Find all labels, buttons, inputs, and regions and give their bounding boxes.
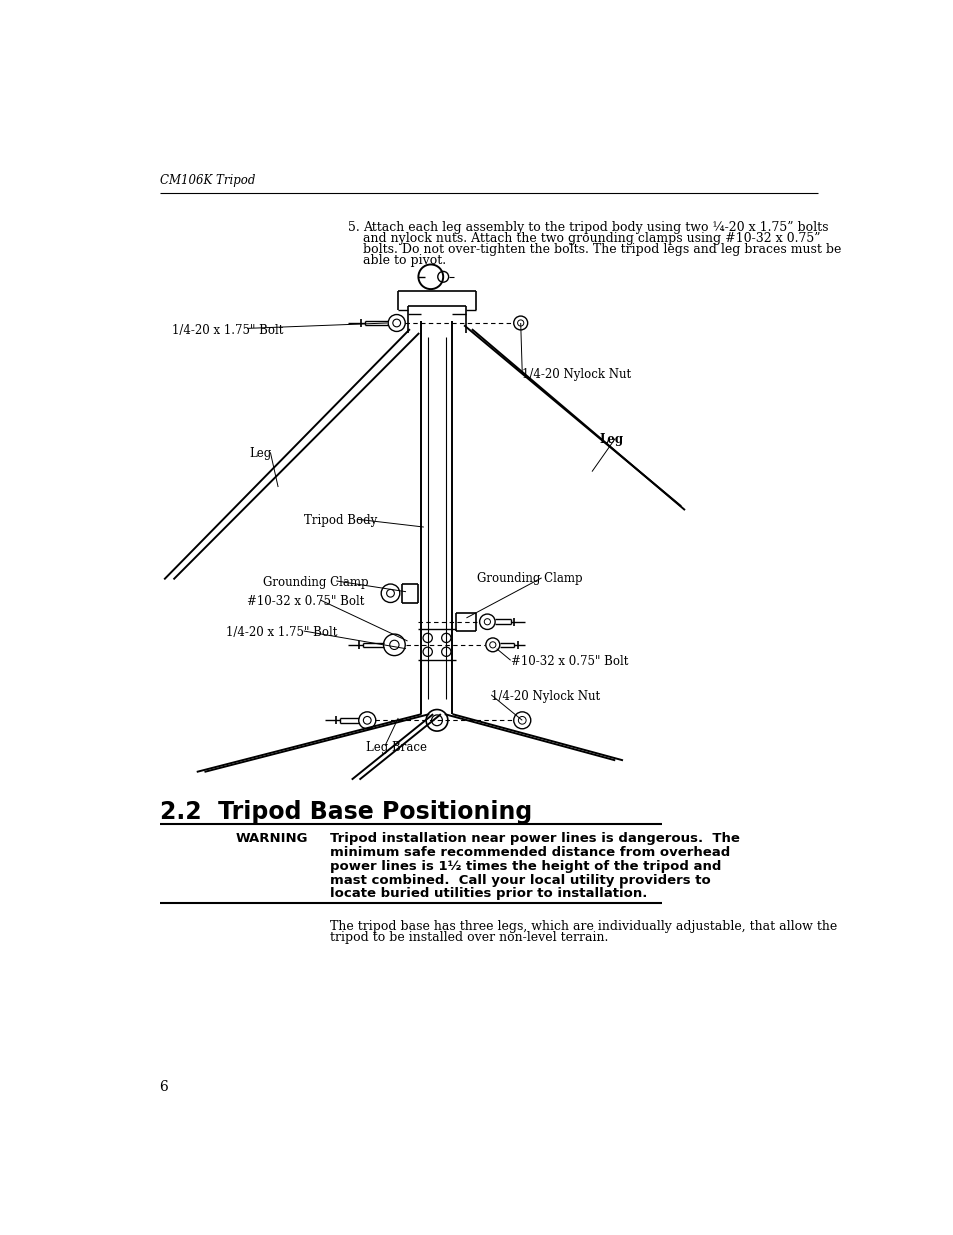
Text: 2.2  Tripod Base Positioning: 2.2 Tripod Base Positioning [159,800,531,825]
Text: able to pivot.: able to pivot. [363,253,446,267]
Text: WARNING: WARNING [235,832,308,845]
Text: Grounding Clamp: Grounding Clamp [476,572,582,584]
Text: Attach each leg assembly to the tripod body using two ¼-20 x 1.75” bolts: Attach each leg assembly to the tripod b… [363,221,828,235]
Text: The tripod base has three legs, which are individually adjustable, that allow th: The tripod base has three legs, which ar… [330,920,837,932]
Text: bolts. Do not over-tighten the bolts. The tripod legs and leg braces must be: bolts. Do not over-tighten the bolts. Th… [363,243,841,256]
Text: Leg: Leg [249,447,272,459]
Text: minimum safe recommended distance from overhead: minimum safe recommended distance from o… [330,846,730,858]
Text: Tripod Body: Tripod Body [303,514,376,527]
Text: Tripod installation near power lines is dangerous.  The: Tripod installation near power lines is … [330,832,740,845]
Text: power lines is 1½ times the height of the tripod and: power lines is 1½ times the height of th… [330,860,720,873]
Text: mast combined.  Call your local utility providers to: mast combined. Call your local utility p… [330,873,710,887]
Text: tripod to be installed over non-level terrain.: tripod to be installed over non-level te… [330,930,608,944]
Text: 1/4-20 Nylock Nut: 1/4-20 Nylock Nut [521,368,631,380]
Text: Grounding Clamp: Grounding Clamp [262,576,368,589]
Text: 5.: 5. [348,221,359,235]
Text: 6: 6 [159,1079,168,1094]
Text: #10-32 x 0.75" Bolt: #10-32 x 0.75" Bolt [247,595,364,608]
Text: 1/4-20 x 1.75" Bolt: 1/4-20 x 1.75" Bolt [226,626,337,638]
Text: and nylock nuts. Attach the two grounding clamps using #10-32 x 0.75”: and nylock nuts. Attach the two groundin… [363,232,820,245]
Text: 1/4-20 x 1.75" Bolt: 1/4-20 x 1.75" Bolt [172,324,283,337]
Text: #10-32 x 0.75" Bolt: #10-32 x 0.75" Bolt [510,655,627,668]
Text: CM106K Tripod: CM106K Tripod [159,174,254,186]
Text: locate buried utilities prior to installation.: locate buried utilities prior to install… [330,888,647,900]
Text: 1/4-20 Nylock Nut: 1/4-20 Nylock Nut [491,689,599,703]
Text: Leg: Leg [599,433,623,446]
Text: Leg Brace: Leg Brace [365,741,426,755]
